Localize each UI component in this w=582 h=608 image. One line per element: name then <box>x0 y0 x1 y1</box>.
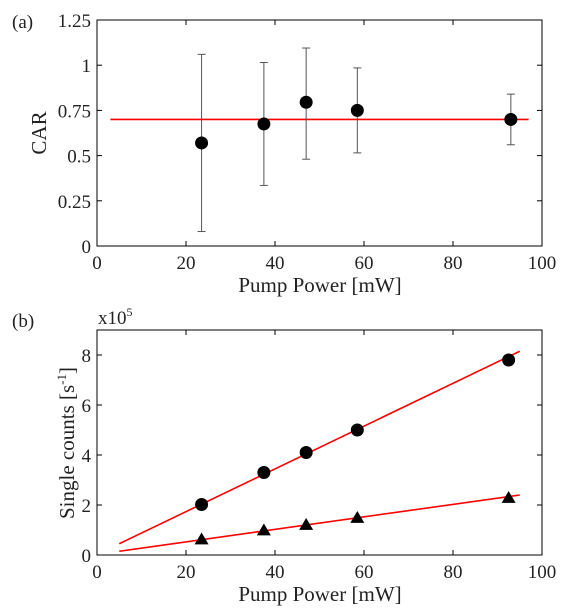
panel-b-label: (b) <box>12 311 34 332</box>
panel-a-axes-frame <box>96 19 543 247</box>
panel-b-scale-label: x105 <box>98 305 133 329</box>
panel-a-label: (a) <box>12 12 33 33</box>
panel-b-triangle-point <box>299 518 314 530</box>
panel-b-triangle-point <box>256 523 271 536</box>
panel-b-y-tick-label: 2 <box>82 496 92 517</box>
panel-b-circle-point <box>502 353 516 367</box>
panel-b-x-axis-label: Pump Power [mW] <box>238 582 401 606</box>
panel-a-ticks: 0 20 40 60 80 100 0 0.25 0.5 0.75 1 1.25 <box>58 11 557 274</box>
panel-b-circle-point <box>350 423 364 437</box>
panel-b-y-tick-label: 0 <box>82 546 92 567</box>
panel-a-x-tick-label: 20 <box>177 253 196 274</box>
panel-b-circle-point <box>299 446 313 459</box>
panel-a-y-tick-label: 0.25 <box>58 192 91 213</box>
panel-b-x-tick-label: 60 <box>355 562 374 583</box>
panel-b-y-tick-label: 6 <box>82 396 92 417</box>
panel-a-x-tick-label: 60 <box>355 253 374 274</box>
panel-a: (a) 0 20 40 60 80 100 0 0.25 0.5 0.75 1 1.25 Pump P… <box>12 11 556 297</box>
panel-a-data-point <box>257 117 271 131</box>
panel-b-scale-base: x10 <box>98 308 127 329</box>
panel-a-x-tick-label: 100 <box>528 253 557 274</box>
panel-b-scale-exponent: 5 <box>127 305 133 319</box>
panel-b-x-tick-label: 100 <box>528 562 557 583</box>
panel-b-triangle-point <box>501 491 516 503</box>
panel-a-y-tick-label: 0.5 <box>67 147 91 168</box>
panel-b-fit-line <box>119 494 520 553</box>
panel-b: (b) x105 0 20 40 60 80 100 0 2 4 6 8 Pump Power [m… <box>12 305 556 606</box>
panel-b-y-axis-label-main: Single counts [s <box>55 385 79 519</box>
panel-b-axes-frame <box>96 329 543 556</box>
panel-b-circle-point <box>195 498 209 511</box>
panel-a-data-point <box>299 95 313 109</box>
panel-b-x-tick-label: 40 <box>266 562 285 583</box>
panel-b-ticks: 0 20 40 60 80 100 0 2 4 6 8 <box>82 330 557 583</box>
panel-a-data-point <box>504 112 518 126</box>
panel-b-x-tick-label: 20 <box>177 562 196 583</box>
panel-b-triangle-point <box>194 532 209 545</box>
panel-b-x-tick-label: 80 <box>444 562 463 583</box>
panel-b-circle-point <box>257 466 271 479</box>
panel-b-y-tick-label: 4 <box>82 446 92 467</box>
panel-a-x-tick-label: 80 <box>444 253 463 274</box>
panel-b-y-axis-label: Single counts [s-1] <box>54 367 79 519</box>
panel-a-x-tick-label: 40 <box>266 253 285 274</box>
panel-a-y-tick-label: 1 <box>82 56 92 77</box>
panel-b-y-axis-label-close: ] <box>55 367 79 374</box>
panel-a-x-tick-label: 0 <box>92 253 102 274</box>
panel-a-data-point <box>350 103 364 117</box>
panel-b-plot-area <box>118 350 521 553</box>
panel-b-y-tick-label: 8 <box>82 346 92 367</box>
panel-b-y-axis-label-sup: -1 <box>54 374 69 385</box>
panel-b-triangle-point <box>350 511 365 523</box>
panel-b-x-tick-label: 0 <box>92 562 102 583</box>
panel-a-y-tick-label: 0 <box>82 237 92 258</box>
panel-a-data-point <box>195 136 209 150</box>
panel-a-y-tick-label: 0.75 <box>58 101 91 122</box>
panel-a-y-tick-label: 1.25 <box>58 11 91 32</box>
panel-a-x-axis-label: Pump Power [mW] <box>238 273 401 297</box>
panel-a-y-axis-label: CAR <box>27 111 51 154</box>
panel-a-plot-area <box>110 47 529 233</box>
panel-b-fit-line <box>118 350 521 545</box>
